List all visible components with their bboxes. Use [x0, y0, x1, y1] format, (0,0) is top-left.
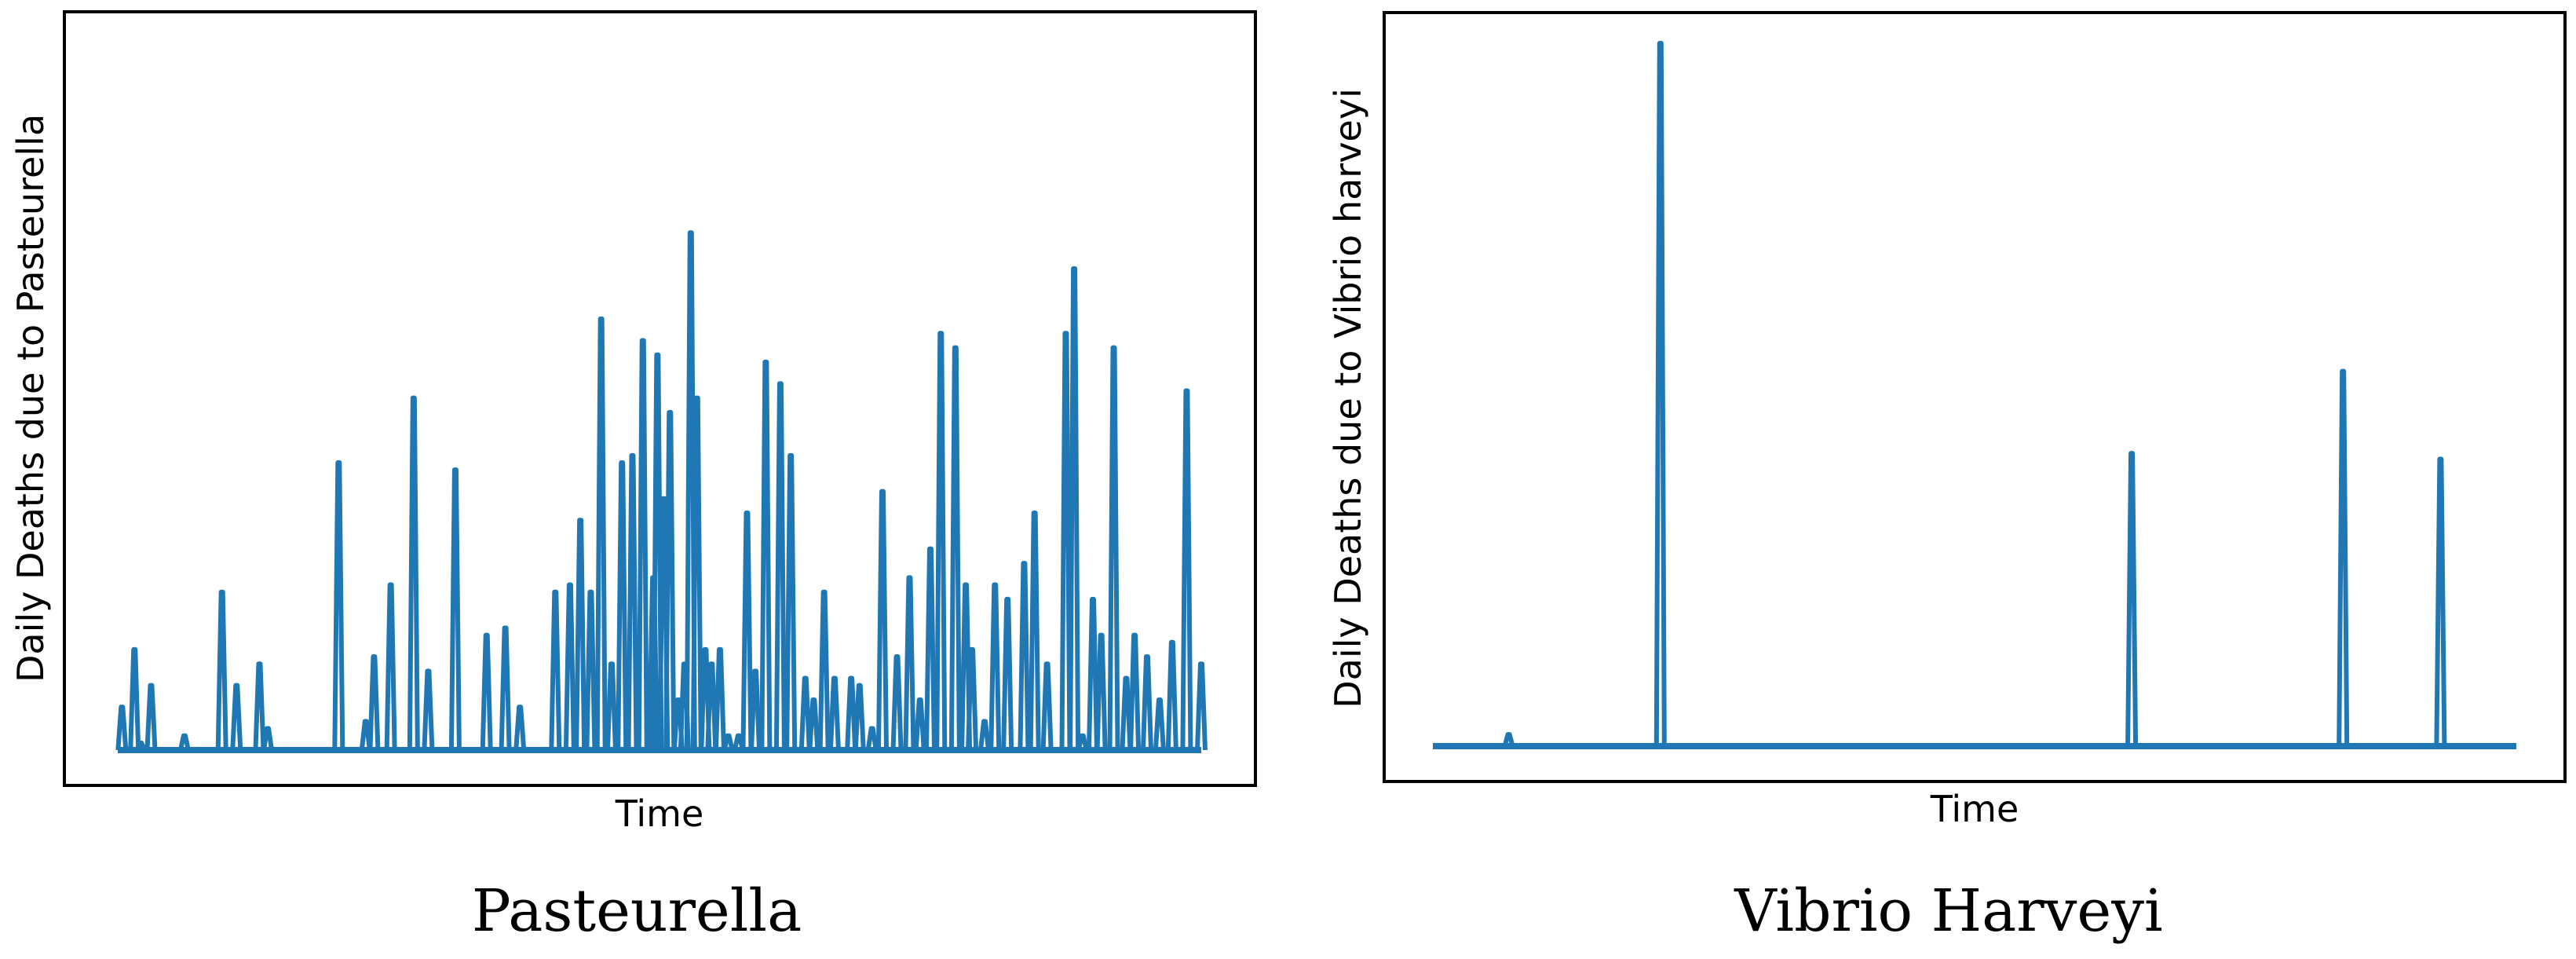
data-spike: [177, 733, 191, 751]
data-spike: [890, 654, 904, 751]
data-spike: [1040, 661, 1054, 751]
data-spike: [584, 589, 597, 751]
data-spike: [690, 395, 703, 751]
series-lines: [1433, 41, 2516, 749]
data-spike: [407, 395, 420, 751]
data-spike: [261, 726, 275, 751]
data-spike: [1028, 511, 1041, 751]
y-axis-label: Daily Deaths due to Vibrio harveyi: [1327, 88, 1369, 708]
data-spike: [749, 668, 762, 751]
plot-frame: [1383, 11, 2567, 783]
data-spike: [713, 646, 726, 751]
data-spike: [2125, 451, 2139, 747]
data-spike: [663, 409, 677, 751]
data-spike: [480, 632, 493, 751]
x-axis-label: Time: [1930, 788, 2019, 830]
data-spike: [422, 668, 435, 751]
data-spike: [865, 726, 879, 751]
data-spike: [722, 733, 735, 751]
data-spike: [784, 452, 798, 751]
data-spike: [903, 575, 916, 751]
data-spike: [1180, 388, 1193, 751]
series-lines: [115, 230, 1208, 753]
data-spike: [828, 675, 841, 751]
data-spike: [144, 683, 158, 751]
data-spike: [759, 359, 773, 751]
data-spike: [616, 460, 629, 751]
data-spike: [1153, 697, 1166, 751]
data-spike: [913, 697, 926, 751]
data-spike: [2434, 456, 2447, 747]
data-spike: [563, 582, 576, 751]
chart-vibrio-harveyi: Time Daily Deaths due to Vibrio harveyi …: [1327, 11, 2567, 945]
data-spike: [934, 331, 948, 751]
data-spike: [636, 338, 649, 751]
data-spike: [1068, 265, 1081, 751]
chart-pasteurella: Time Daily Deaths due to Pasteurella Pas…: [9, 10, 1257, 945]
data-spike: [1018, 561, 1031, 751]
data-spike: [773, 381, 787, 751]
data-spike: [499, 625, 512, 751]
data-spike: [1087, 596, 1099, 751]
data-spike: [1107, 345, 1120, 751]
data-spike: [594, 317, 608, 751]
data-spike: [1653, 41, 1667, 747]
data-spike: [1195, 661, 1208, 751]
data-spike: [1141, 654, 1153, 751]
data-spike: [1001, 596, 1014, 751]
data-spike: [1502, 732, 1515, 747]
chart-caption: Pasteurella: [472, 877, 802, 945]
data-spike: [1094, 632, 1108, 751]
data-spike: [128, 646, 141, 751]
data-spike: [549, 589, 562, 751]
data-spike: [875, 489, 889, 751]
data-spike: [817, 589, 831, 751]
data-spike: [2337, 368, 2350, 747]
data-spike: [230, 683, 243, 751]
data-spike: [853, 683, 866, 751]
data-spike: [978, 719, 991, 751]
data-spike: [574, 518, 587, 751]
data-spike: [253, 661, 266, 751]
data-spike: [367, 654, 381, 751]
data-spike: [959, 582, 973, 751]
data-spike: [359, 719, 372, 751]
data-spike: [332, 460, 345, 751]
data-spike: [988, 582, 1002, 751]
data-spike: [798, 675, 812, 751]
plot-frame: [63, 10, 1257, 787]
data-spike: [1120, 675, 1133, 751]
data-spike: [384, 582, 397, 751]
data-spike: [115, 705, 129, 751]
data-spike: [740, 511, 754, 751]
data-spike: [1059, 331, 1072, 751]
data-spike: [807, 697, 820, 751]
x-axis-label: Time: [615, 792, 704, 835]
data-spike: [924, 546, 937, 751]
y-axis-label: Daily Deaths due to Pasteurella: [9, 114, 52, 683]
data-spike: [1165, 639, 1178, 751]
data-spike: [448, 467, 462, 751]
data-spike: [948, 345, 962, 751]
data-spike: [215, 589, 228, 751]
data-spike: [651, 352, 664, 751]
data-spike: [845, 675, 858, 751]
data-spike: [626, 452, 639, 751]
data-spike: [705, 661, 718, 751]
data-spike: [1076, 733, 1089, 751]
chart-caption: Vibrio Harveyi: [1734, 877, 2162, 945]
data-spike: [513, 705, 527, 751]
data-spike: [134, 740, 147, 752]
data-spike: [1128, 632, 1142, 751]
data-spike: [605, 661, 618, 751]
data-spike: [966, 646, 979, 751]
